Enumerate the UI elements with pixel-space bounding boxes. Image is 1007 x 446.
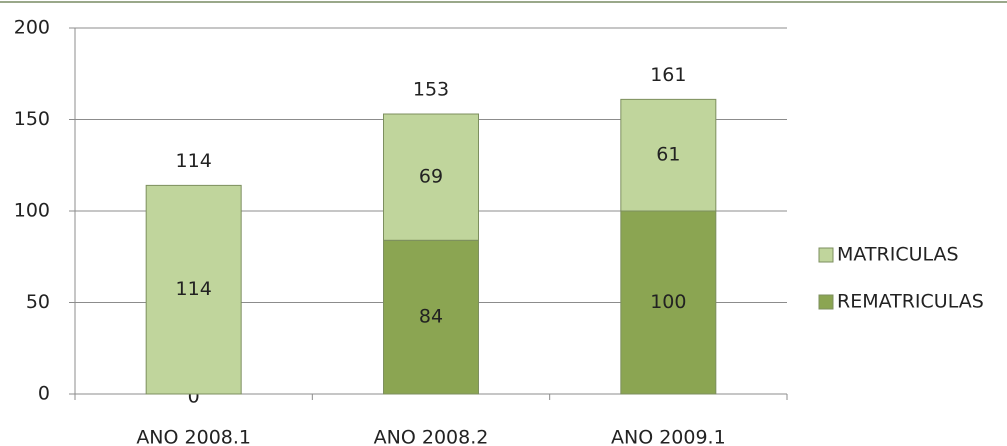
value-label: 69	[419, 166, 443, 188]
y-tick-label: 0	[38, 383, 50, 405]
value-label: 114	[176, 278, 212, 300]
bar-segment	[620, 210, 717, 395]
x-tick-label: ANO 2009.1	[611, 427, 726, 446]
total-label: 153	[413, 79, 449, 101]
value-label: 100	[650, 291, 686, 313]
bar-segment	[145, 184, 242, 395]
bar-segment	[383, 239, 479, 395]
total-label: 114	[176, 150, 212, 172]
legend-swatch	[818, 294, 834, 310]
y-tick-label: 150	[14, 108, 50, 130]
bar-segment	[383, 113, 479, 241]
x-tick-label: ANO 2008.1	[136, 427, 251, 446]
legend-label: REMATRICULAS	[837, 291, 984, 313]
y-tick-label: 50	[26, 291, 50, 313]
value-label: 61	[656, 144, 680, 166]
bar-segment	[620, 98, 717, 212]
total-label: 161	[650, 64, 686, 86]
value-label: 84	[419, 306, 443, 328]
legend-swatch	[818, 247, 834, 263]
y-tick-label: 100	[14, 200, 50, 222]
x-tick-label: ANO 2008.2	[374, 427, 489, 446]
legend-label: MATRICULAS	[837, 244, 959, 266]
y-tick-label: 200	[14, 17, 50, 39]
